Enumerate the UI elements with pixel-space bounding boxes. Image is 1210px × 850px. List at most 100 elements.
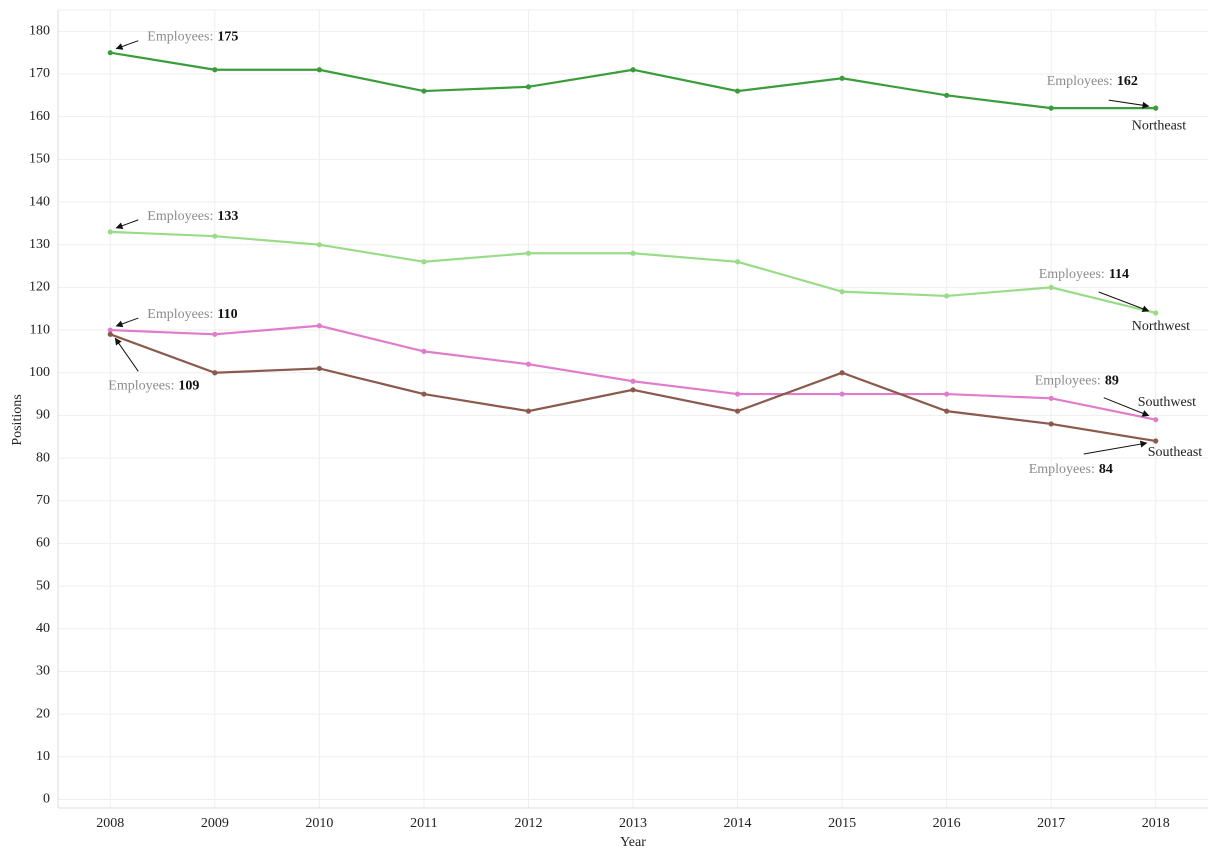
data-point: [316, 242, 322, 248]
x-tick-label: 2011: [410, 816, 437, 831]
annotation: Employees: 109: [108, 379, 199, 394]
data-point: [1048, 284, 1054, 290]
annotation-label: Employees:: [147, 209, 213, 224]
y-tick-label: 0: [43, 792, 50, 807]
data-point: [944, 408, 950, 414]
data-point: [734, 391, 741, 397]
data-point: [944, 293, 950, 299]
data-point: [734, 408, 741, 414]
y-tick-label: 140: [29, 194, 50, 209]
data-point: [107, 331, 113, 337]
data-point: [630, 378, 636, 384]
x-tick-label: 2009: [201, 816, 229, 831]
data-point: [630, 387, 636, 393]
data-point: [944, 92, 950, 98]
data-point: [525, 250, 532, 256]
annotation-label: Employees:: [1039, 267, 1105, 282]
annotation-value: 114: [1109, 267, 1129, 282]
data-point: [212, 67, 218, 73]
series-name: Northeast: [1132, 118, 1187, 133]
y-tick-label: 40: [36, 621, 50, 636]
annotation-value: 89: [1105, 374, 1119, 389]
data-point: [212, 370, 218, 376]
x-tick-label: 2014: [724, 816, 752, 831]
annotation-arrow: [1098, 291, 1150, 313]
data-point: [734, 259, 741, 265]
data-point: [212, 331, 218, 337]
data-point: [1048, 395, 1054, 401]
annotation-arrow: [114, 337, 139, 372]
data-point: [734, 88, 741, 94]
annotation: Employees: 175: [147, 30, 238, 45]
annotation-arrow: [115, 40, 139, 50]
data-point: [525, 84, 532, 90]
y-tick-label: 160: [29, 109, 50, 124]
y-tick-label: 150: [29, 152, 50, 167]
data-point: [525, 408, 532, 414]
annotation-arrow: [1103, 397, 1150, 417]
data-point: [107, 327, 113, 333]
data-point: [839, 75, 845, 81]
annotation: Employees: 133: [147, 209, 238, 224]
data-point: [316, 323, 322, 329]
x-tick-label: 2013: [619, 816, 647, 831]
annotation-label: Employees:: [147, 307, 213, 322]
data-point: [421, 88, 427, 94]
data-point: [1153, 105, 1159, 111]
annotation: Employees: 162: [1047, 74, 1138, 89]
y-tick-label: 60: [36, 536, 50, 551]
annotation-arrow: [115, 219, 139, 230]
annotation-arrow: [1083, 440, 1148, 455]
annotation-arrow: [1108, 99, 1150, 109]
annotation-label: Employees:: [1047, 74, 1113, 89]
x-tick-label: 2012: [514, 816, 542, 831]
annotation-value: 84: [1099, 462, 1113, 477]
y-tick-label: 100: [29, 365, 50, 380]
data-point: [944, 391, 950, 397]
x-tick-label: 2010: [305, 816, 333, 831]
data-point: [1153, 438, 1159, 444]
y-tick-label: 80: [36, 450, 50, 465]
annotation-label: Employees:: [108, 379, 174, 394]
annotation-label: Employees:: [1029, 462, 1095, 477]
annotation-value: 162: [1117, 74, 1138, 89]
y-tick-label: 20: [36, 706, 50, 721]
data-point: [1048, 421, 1054, 427]
y-tick-label: 30: [36, 664, 50, 679]
data-point: [316, 365, 322, 372]
annotation: Employees: 110: [147, 307, 237, 322]
y-tick-label: 90: [36, 408, 50, 423]
x-tick-label: 2017: [1037, 816, 1065, 831]
x-tick-label: 2016: [933, 816, 961, 831]
series-name: Northwest: [1132, 319, 1190, 334]
data-point: [839, 289, 845, 295]
series-name: Southwest: [1138, 395, 1196, 410]
x-axis-label: Year: [620, 835, 646, 850]
data-point: [107, 229, 113, 235]
y-tick-label: 110: [30, 322, 50, 337]
annotation: Employees: 84: [1029, 462, 1113, 477]
y-tick-label: 170: [29, 66, 50, 81]
annotation-value: 133: [217, 209, 238, 224]
annotation-value: 109: [178, 379, 199, 394]
data-point: [421, 259, 427, 265]
annotation-label: Employees:: [1035, 374, 1101, 389]
y-tick-label: 10: [36, 749, 50, 764]
data-point: [839, 391, 845, 397]
annotation-arrow: [115, 317, 139, 328]
series-name: Southeast: [1148, 445, 1203, 460]
data-point: [212, 233, 218, 239]
data-point: [525, 361, 532, 367]
y-tick-label: 130: [29, 237, 50, 252]
data-point: [1153, 310, 1159, 316]
x-tick-label: 2015: [828, 816, 856, 831]
data-point: [421, 348, 427, 354]
annotation-value: 110: [217, 307, 237, 322]
y-axis-label: Positions: [10, 394, 25, 445]
data-point: [421, 391, 427, 397]
data-point: [107, 50, 113, 56]
y-tick-label: 120: [29, 280, 50, 295]
data-point: [839, 370, 845, 376]
y-tick-label: 70: [36, 493, 50, 508]
